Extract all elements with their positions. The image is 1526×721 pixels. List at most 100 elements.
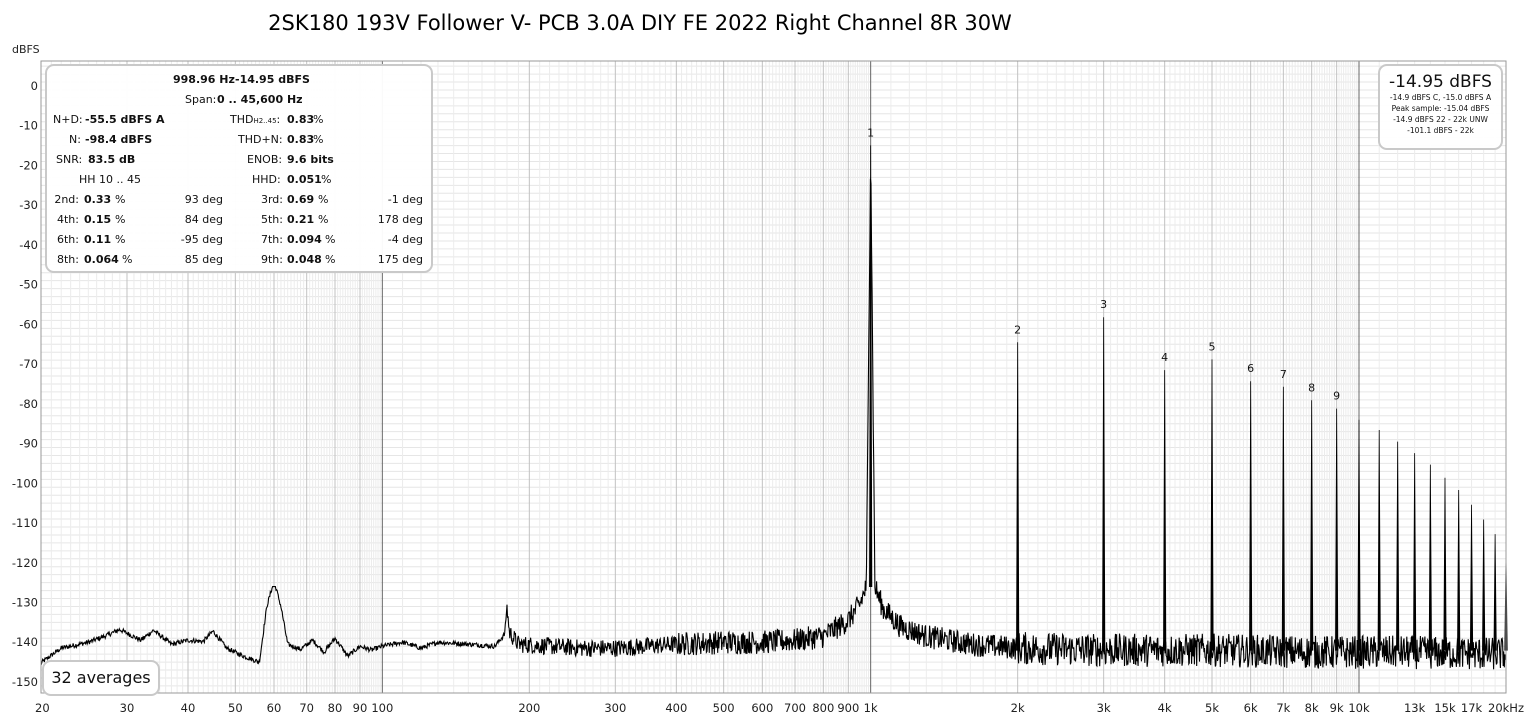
harmonic-r-label: 5th: [261,213,283,226]
harmonic-peak-11 [1377,430,1381,651]
thdn-label: THD+N: [238,133,283,146]
y-tick-label: -130 [12,595,38,609]
harmonic-r-unit: % [318,193,329,206]
hh-range-label: HH 10 .. 45 [79,173,142,186]
harmonic-label-3: 3 [1100,298,1107,311]
y-tick-label: -80 [19,397,38,411]
harmonic-row: 4th: 0.15% 84 deg 5th: 0.21% 178 deg [47,211,431,229]
averages-badge: 32 averages [42,660,160,696]
harmonic-peak-2 [1016,342,1020,651]
harmonic-l-phase: 93 deg [184,193,223,206]
fundamental-frequency: 998.96 Hz [173,73,235,86]
x-tick-label: 40 [181,701,196,715]
hhd-value: 0.051 [287,173,322,186]
x-tick-label: 900 [837,701,859,715]
x-tick-label: 100 [371,701,393,715]
harmonic-peak-7 [1281,386,1285,651]
harmonic-l-label: 8th: [57,253,79,266]
harmonic-r-label: 7th: [261,233,283,246]
harmonic-l-value: 0.064 [84,253,119,266]
harmonic-label-5: 5 [1208,340,1215,353]
x-tick-label: 500 [713,701,735,715]
x-tick-label: 400 [665,701,687,715]
harmonic-spikes: 1 2 3 4 5 6 7 8 9 [867,126,1508,651]
fundamental-level: -14.95 dBFS [235,73,310,86]
x-tick-label: 13k [1404,701,1426,715]
hhd-unit: % [321,173,332,186]
harmonic-r-unit: % [318,213,329,226]
x-tick-label: 5k [1205,701,1219,715]
harmonic-l-value: 0.33 [84,193,112,206]
harmonic-r-label: 3rd: [260,193,283,206]
y-axis-ticks: 0 -10 -20 -30 -40 -50 -60 -70 -80 -90 -100 -110 -120… [12,79,38,689]
harmonic-l-unit: % [115,213,126,226]
harmonic-label-4: 4 [1161,351,1168,364]
x-tick-label: 700 [784,701,806,715]
harmonic-peak-10 [1357,419,1361,651]
harmonic-peak-9 [1335,408,1339,651]
harmonic-r-phase: -4 deg [387,233,423,246]
x-tick-label: 8k [1305,701,1319,715]
x-tick-label: 30 [120,701,135,715]
harmonic-r-phase: 178 deg [377,213,423,226]
y-tick-label: -150 [12,675,38,689]
y-tick-label: -120 [12,556,38,570]
x-tick-label: 50 [228,701,243,715]
harmonic-r-value: 0.094 [287,233,322,246]
x-tick-label: 4k [1158,701,1172,715]
y-tick-label: -40 [19,238,38,252]
chart-title: 2SK180 193V Follower V- PCB 3.0A DIY FE … [268,11,1012,35]
y-tick-label: 0 [31,79,38,93]
harmonic-r-phase: 175 deg [377,253,423,266]
harmonic-row: 2nd: 0.33% 93 deg 3rd: 0.69% -1 deg [47,191,431,209]
snr-value: 83.5 dB [88,153,136,166]
harmonic-label-9: 9 [1333,390,1340,403]
y-tick-label: -100 [12,476,38,490]
harmonic-l-phase: 84 deg [184,213,223,226]
harmonic-peak-3 [1102,317,1106,651]
x-tick-label: 20 [35,701,50,715]
harmonic-peak-18 [1482,519,1486,651]
x-tick-label: 70 [299,701,314,715]
harmonic-peak-13 [1413,453,1417,651]
harmonic-l-label: 6th: [57,233,79,246]
harmonic-l-phase: -95 deg [180,233,223,246]
level-detail-3: -14.9 dBFS 22 - 22k UNW [1393,115,1488,124]
level-detail-4: -101.1 dBFS - 22k [1407,126,1474,135]
x-tick-label: 20kHz [1488,701,1524,715]
y-tick-label: -140 [12,635,38,649]
x-tick-label: 9k [1330,701,1344,715]
harmonic-l-phase: 85 deg [184,253,223,266]
level-detail-1: -14.9 dBFS C, -15.0 dBFS A [1389,93,1492,102]
y-tick-label: -50 [19,278,38,292]
n-label: N: [69,133,81,146]
harmonic-label-7: 7 [1280,368,1287,381]
harmonic-peak-1 [869,145,873,587]
harmonic-l-unit: % [115,233,126,246]
harmonic-r-unit: % [325,253,336,266]
level-detail-2: Peak sample: -15.04 dBFS [1391,104,1490,113]
x-tick-label: 7k [1276,701,1290,715]
x-tick-label: 15k [1434,701,1456,715]
x-tick-label: 10k [1348,701,1370,715]
harmonic-r-value: 0.69 [287,193,315,206]
level-readout-panel: -14.95 dBFS -14.9 dBFS C, -15.0 dBFS A P… [1378,64,1503,150]
harmonic-peak-17 [1469,504,1474,651]
enob-label: ENOB: [247,153,283,166]
harmonic-l-unit: % [115,193,126,206]
x-tick-label: 80 [328,701,343,715]
harmonic-l-value: 0.15 [84,213,112,226]
x-axis-ticks: 20 30 40 50 60 70 80 90 100 200 300 400 500 600 700 800… [35,701,1524,715]
harmonic-r-value: 0.21 [287,213,315,226]
x-tick-label: 1k [864,701,878,715]
harmonic-label-1: 1 [867,126,874,139]
noise-floor-trace [40,178,1506,670]
x-tick-label: 200 [518,701,540,715]
harmonic-label-2: 2 [1014,323,1021,336]
harmonic-peak-12 [1396,441,1400,651]
harmonic-peak-16 [1457,490,1461,651]
span-value: 0 .. 45,600 Hz [217,93,303,106]
harmonic-l-value: 0.11 [84,233,112,246]
harmonic-label-6: 6 [1247,362,1254,375]
nd-value: -55.5 dBFS A [85,113,165,126]
